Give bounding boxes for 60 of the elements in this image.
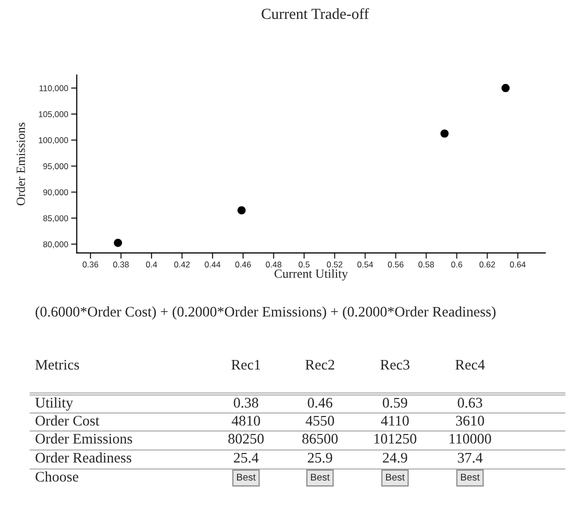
point [501,84,510,92]
text: Best [461,474,480,481]
text: 4550 [306,416,334,426]
x-tick-label: 0.44 [204,262,220,268]
text: 0.63 [458,398,482,408]
text: Order Readiness [36,452,132,463]
x-tick-label: 0.38 [113,262,129,268]
text: 110000 [450,434,492,444]
y-tick-label: 90,000 [43,189,68,196]
text: Rec4 [455,360,485,370]
x-tick-label: 0.64 [510,262,526,268]
x-tick-label: 0.62 [479,262,495,268]
text: Order Emissions [36,433,132,444]
text: Best [311,474,330,481]
text: 0.59 [382,398,408,408]
text: Utility [35,397,74,411]
text: Best [237,474,256,481]
text: 86500 [302,434,338,444]
text: Rec3 [380,360,410,370]
text: 4810 [232,416,260,426]
text: 0.46 [308,398,332,408]
x-tick-label: 0.6 [451,262,462,268]
y-tick-label: 105,000 [38,111,68,118]
text: 0.38 [234,398,258,408]
text: Best [386,474,405,481]
text: Metrics [35,360,80,370]
text: 24.9 [382,452,408,463]
y-tick-label: 95,000 [43,163,68,170]
x-tick-label: 0.58 [418,262,434,268]
x-tick-label: 0.4 [146,262,158,268]
text: Rec2 [305,360,334,370]
y-axis-title: Order Emissions [16,122,26,206]
text: 80250 [228,434,264,444]
y-tick-label: 110,000 [40,85,68,92]
chart-title: Current Trade-off [262,8,370,20]
point [114,238,122,247]
x-tick-label: 0.48 [266,262,282,268]
x-tick-label: 0.46 [235,262,251,268]
text: Rec1 [231,360,260,370]
point [440,129,449,138]
x-axis-title: Current Utility [274,269,348,280]
y-tick-label: 80,000 [43,241,68,248]
x-tick-label: 0.54 [357,262,374,268]
text: 3610 [456,416,484,426]
y-tick-label: 85,000 [43,215,68,222]
text: 25.9 [308,452,332,463]
text: 37.4 [458,452,483,463]
text: 4110 [380,416,409,426]
text: (0.6000*Order Cost) + (0.2000*Order Emissions) + (0.2000*Order Readiness) [36,306,496,320]
text: 101250 [374,434,416,444]
text: 25.4 [234,452,259,463]
point [237,206,246,214]
x-tick-label: 0.52 [326,262,342,268]
text: Choose [36,471,78,482]
x-tick-label: 0.42 [174,262,190,268]
x-tick-label: 0.36 [82,262,98,268]
text: Order Cost [36,415,100,426]
y-tick-label: 100,000 [38,137,68,144]
x-tick-label: 0.5 [298,262,310,268]
x-tick-label: 0.56 [388,262,404,268]
